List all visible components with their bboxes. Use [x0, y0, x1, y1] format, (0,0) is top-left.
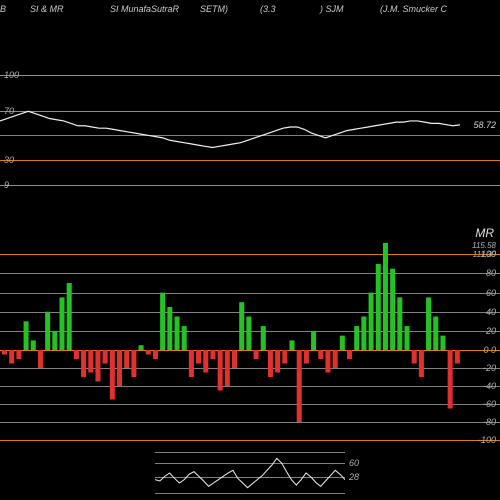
mr-bar: [318, 350, 323, 359]
axis-label: 60: [349, 458, 359, 468]
mr-bar: [16, 350, 21, 359]
mr-bar: [167, 307, 172, 350]
mr-bar: [182, 326, 187, 350]
price-line: [0, 111, 460, 147]
header-item: SETM): [200, 4, 228, 14]
mr-bar: [369, 293, 374, 350]
mr-bar-chart: 100806040200 0-20-40-60-80-100MR115.5811…: [0, 240, 500, 440]
mr-bar: [333, 350, 338, 368]
mr-bar: [311, 331, 316, 350]
mr-bar: [74, 350, 79, 359]
mr-title: MR: [475, 226, 494, 240]
mr-bar: [196, 350, 201, 364]
mr-bar: [426, 297, 431, 350]
gridline: [0, 185, 500, 186]
mr-bar: [433, 317, 438, 350]
mr-bar: [88, 350, 93, 373]
gridline: [0, 440, 500, 441]
mr-bar: [282, 350, 287, 364]
mr-bar: [160, 293, 165, 350]
mr-bar: [81, 350, 86, 377]
mr-bar: [268, 350, 273, 377]
mr-bar: [455, 350, 460, 364]
mr-bar: [60, 297, 65, 350]
mr-bar: [304, 350, 309, 364]
mr-bar: [110, 350, 115, 400]
chart-header: B SI & MR SI MunafaSutraR SETM) (3.3 ) SJM (J.…: [0, 0, 500, 28]
mr-bar: [440, 336, 445, 350]
header-item: ) SJM: [320, 4, 344, 14]
mr-bar: [361, 317, 366, 350]
mr-bar: [239, 302, 244, 350]
mr-bar: [383, 243, 388, 350]
mr-bar: [412, 350, 417, 364]
mr-bar: [340, 336, 345, 350]
mr-bar: [153, 350, 158, 359]
mr-bar: [31, 340, 36, 350]
mr-bar: [405, 326, 410, 350]
mr-bar: [131, 350, 136, 377]
header-item: SI MunafaSutraR: [110, 4, 179, 14]
mr-bar: [397, 297, 402, 350]
mr-bar: [354, 326, 359, 350]
mr-bar: [67, 283, 72, 350]
last-value-label: 58.72: [473, 120, 496, 130]
mr-bar: [254, 350, 259, 359]
mr-bar: [45, 312, 50, 350]
mr-bar: [38, 350, 43, 368]
mr-bar: [448, 350, 453, 409]
mr-bar: [419, 350, 424, 377]
header-item: B: [0, 4, 6, 14]
mr-bar: [24, 321, 29, 350]
mr-bar: [347, 350, 352, 359]
header-item: (J.M. Smucker C: [380, 4, 447, 14]
mr-bar: [9, 350, 14, 364]
axis-label: 28: [349, 472, 359, 482]
mr-bar: [246, 317, 251, 350]
mr-bar: [52, 331, 57, 350]
mr-bar: [390, 269, 395, 350]
mr-bar: [2, 350, 7, 355]
mr-bar: [203, 350, 208, 373]
mr-bar: [232, 350, 237, 368]
mr-bar: [261, 326, 266, 350]
mr-bar: [124, 350, 129, 368]
mr-bar: [290, 340, 295, 350]
mr-bar: [218, 350, 223, 391]
mr-bar: [189, 350, 194, 377]
mr-bar: [146, 350, 151, 355]
mr-bar: [175, 317, 180, 350]
mr-bar: [376, 264, 381, 350]
mr-bar: [117, 350, 122, 386]
mr-bar: [210, 350, 215, 359]
header-item: (3.3: [260, 4, 276, 14]
mini-line-chart: 6028: [155, 452, 345, 494]
mr-bar: [275, 350, 280, 373]
rsi-line-chart: 1007030958.72: [0, 75, 500, 185]
mr-bar: [103, 350, 108, 364]
mr-bar: [225, 350, 230, 386]
mr-bar: [325, 350, 330, 373]
mr-bar: [297, 350, 302, 422]
header-item: SI & MR: [30, 4, 64, 14]
mini-line: [155, 458, 345, 487]
mr-bar: [95, 350, 100, 382]
mr-bar: [139, 345, 144, 350]
